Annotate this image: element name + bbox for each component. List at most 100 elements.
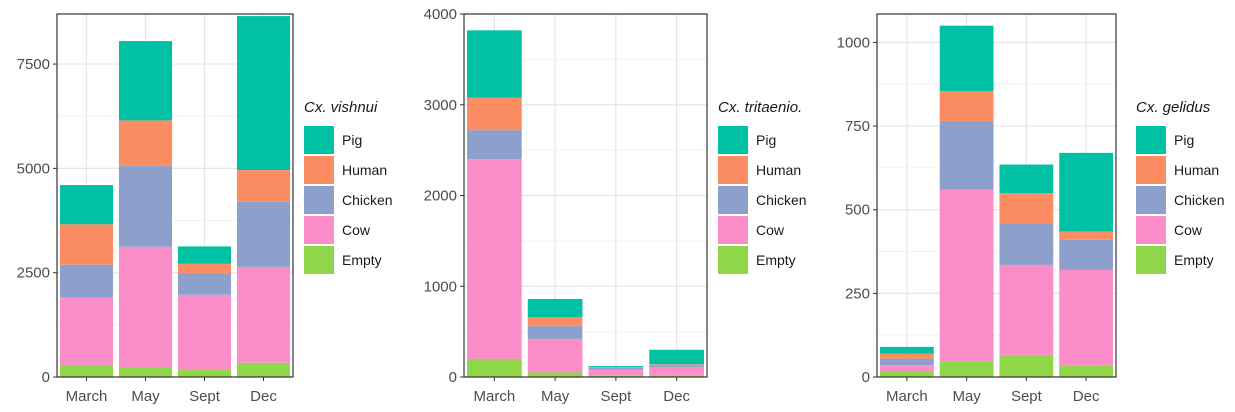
x-tick-label: May: [131, 388, 160, 405]
bar-segment-cow: [118, 246, 173, 368]
y-tick-label: 5000: [17, 160, 50, 177]
x-tick-label: March: [886, 388, 928, 405]
legend-label: Chicken: [756, 192, 807, 208]
bar-segment-pig: [236, 16, 291, 171]
y-tick-label: 750: [845, 118, 870, 135]
legend-swatch-pig: [304, 126, 334, 154]
bar-segment-chicken: [118, 165, 173, 247]
bar-segment-cow: [588, 369, 644, 376]
legend-swatch-cow: [304, 216, 334, 244]
x-tick-label: May: [541, 388, 570, 405]
bar-segment-human: [118, 120, 173, 166]
y-tick-label: 1000: [424, 278, 457, 295]
legend-label: Pig: [1174, 132, 1194, 148]
legend-title: Cx. vishnui: [304, 99, 378, 116]
bar-segment-chicken: [527, 326, 583, 339]
bar-segment-cow: [527, 338, 583, 373]
chart-cx-vishnui: 0 2500 5000 7500 March May Sept Dec Cx. vishnui P…: [17, 13, 393, 405]
legend-label: Chicken: [342, 192, 393, 208]
bar-segment-cow: [879, 365, 934, 372]
bar-segment-pig: [527, 298, 583, 318]
bar-segment-human: [649, 364, 704, 366]
legend-swatch-empty: [304, 246, 334, 274]
y-tick-label: 2000: [424, 188, 457, 205]
bar-segment-cow: [467, 159, 522, 359]
bar-segment-empty: [939, 361, 994, 377]
x-tick-label: Dec: [1073, 388, 1100, 405]
bar-segment-chicken: [999, 223, 1054, 265]
bar-segment-human: [879, 353, 934, 359]
legend-label: Cow: [756, 222, 785, 238]
bar-segment-human: [939, 90, 994, 122]
bar-segment-cow: [177, 294, 232, 370]
legend-swatch-empty: [1136, 246, 1166, 274]
bar-segment-empty: [59, 364, 114, 377]
y-tick-label: 0: [42, 369, 50, 386]
y-tick-label: 2500: [17, 265, 50, 282]
bar-segment-cow: [999, 264, 1054, 356]
bar-segment-human: [236, 170, 291, 202]
y-tick-label: 0: [862, 369, 870, 386]
y-tick-label: 500: [845, 202, 870, 219]
plot-border: [56, 13, 294, 378]
bar-segment-chicken: [1059, 239, 1114, 270]
plot-border: [876, 13, 1117, 378]
legend-swatch-human: [304, 156, 334, 184]
legend-label: Empty: [756, 252, 796, 268]
legend-swatch-chicken: [304, 186, 334, 214]
legend-label: Cow: [1174, 222, 1203, 238]
bar-segment-pig: [59, 185, 114, 225]
bar-segment-pig: [118, 41, 173, 121]
chart-cx-gelidus: 0 250 500 750 1000 March May Sept Dec Cx. gelidus…: [837, 13, 1225, 405]
legend-label: Human: [756, 162, 801, 178]
bar-segment-chicken: [59, 264, 114, 298]
y-tick-label: 7500: [17, 56, 50, 73]
y-tick-label: 4000: [424, 6, 457, 23]
bar-segment-empty: [649, 375, 704, 377]
bar-segment-empty: [999, 355, 1054, 377]
bar-segment-cow: [236, 266, 291, 363]
legend-label: Chicken: [1174, 192, 1225, 208]
bar-segment-pig: [1059, 152, 1114, 232]
bar-segment-chicken: [649, 365, 704, 368]
bar-segment-empty: [236, 362, 291, 377]
bar-segment-human: [177, 263, 232, 274]
legend-title: Cx. gelidus: [1136, 99, 1211, 116]
bar-segment-cow: [59, 297, 114, 365]
legend-swatch-human: [718, 156, 748, 184]
bar-segment-chicken: [177, 273, 232, 295]
bar-segment-pig: [649, 349, 704, 365]
plot-border: [463, 13, 708, 378]
x-tick-label: Dec: [250, 388, 277, 405]
legend-label: Empty: [342, 252, 382, 268]
x-tick-label: Sept: [1011, 388, 1043, 405]
legend-swatch-chicken: [718, 186, 748, 214]
legend-swatch-pig: [1136, 126, 1166, 154]
legend-swatch-pig: [718, 126, 748, 154]
x-tick-label: Dec: [663, 388, 690, 405]
legend-swatch-cow: [1136, 216, 1166, 244]
legend-label: Pig: [756, 132, 776, 148]
bar-segment-human: [1059, 231, 1114, 240]
legend-label: Human: [342, 162, 387, 178]
legend-title: Cx. tritaenio.: [718, 99, 802, 116]
x-tick-label: Sept: [600, 388, 632, 405]
bar-segment-empty: [1059, 365, 1114, 377]
x-tick-label: Sept: [189, 388, 221, 405]
bar-segment-chicken: [236, 201, 291, 267]
bar-segment-human: [527, 317, 583, 327]
y-tick-label: 1000: [837, 34, 870, 51]
bar-segment-human: [467, 97, 522, 131]
legend-swatch-human: [1136, 156, 1166, 184]
bar-segment-chicken: [467, 130, 522, 160]
legend-swatch-cow: [718, 216, 748, 244]
bar-segment-chicken: [588, 367, 644, 370]
bar-segment-human: [999, 192, 1054, 224]
legend-swatch-chicken: [1136, 186, 1166, 214]
bar-segment-pig: [177, 246, 232, 264]
y-tick-label: 3000: [424, 97, 457, 114]
bar-segment-pig: [588, 366, 644, 368]
y-tick-label: 0: [449, 369, 457, 386]
bar-segment-empty: [467, 358, 522, 377]
legend-swatch-empty: [718, 246, 748, 274]
